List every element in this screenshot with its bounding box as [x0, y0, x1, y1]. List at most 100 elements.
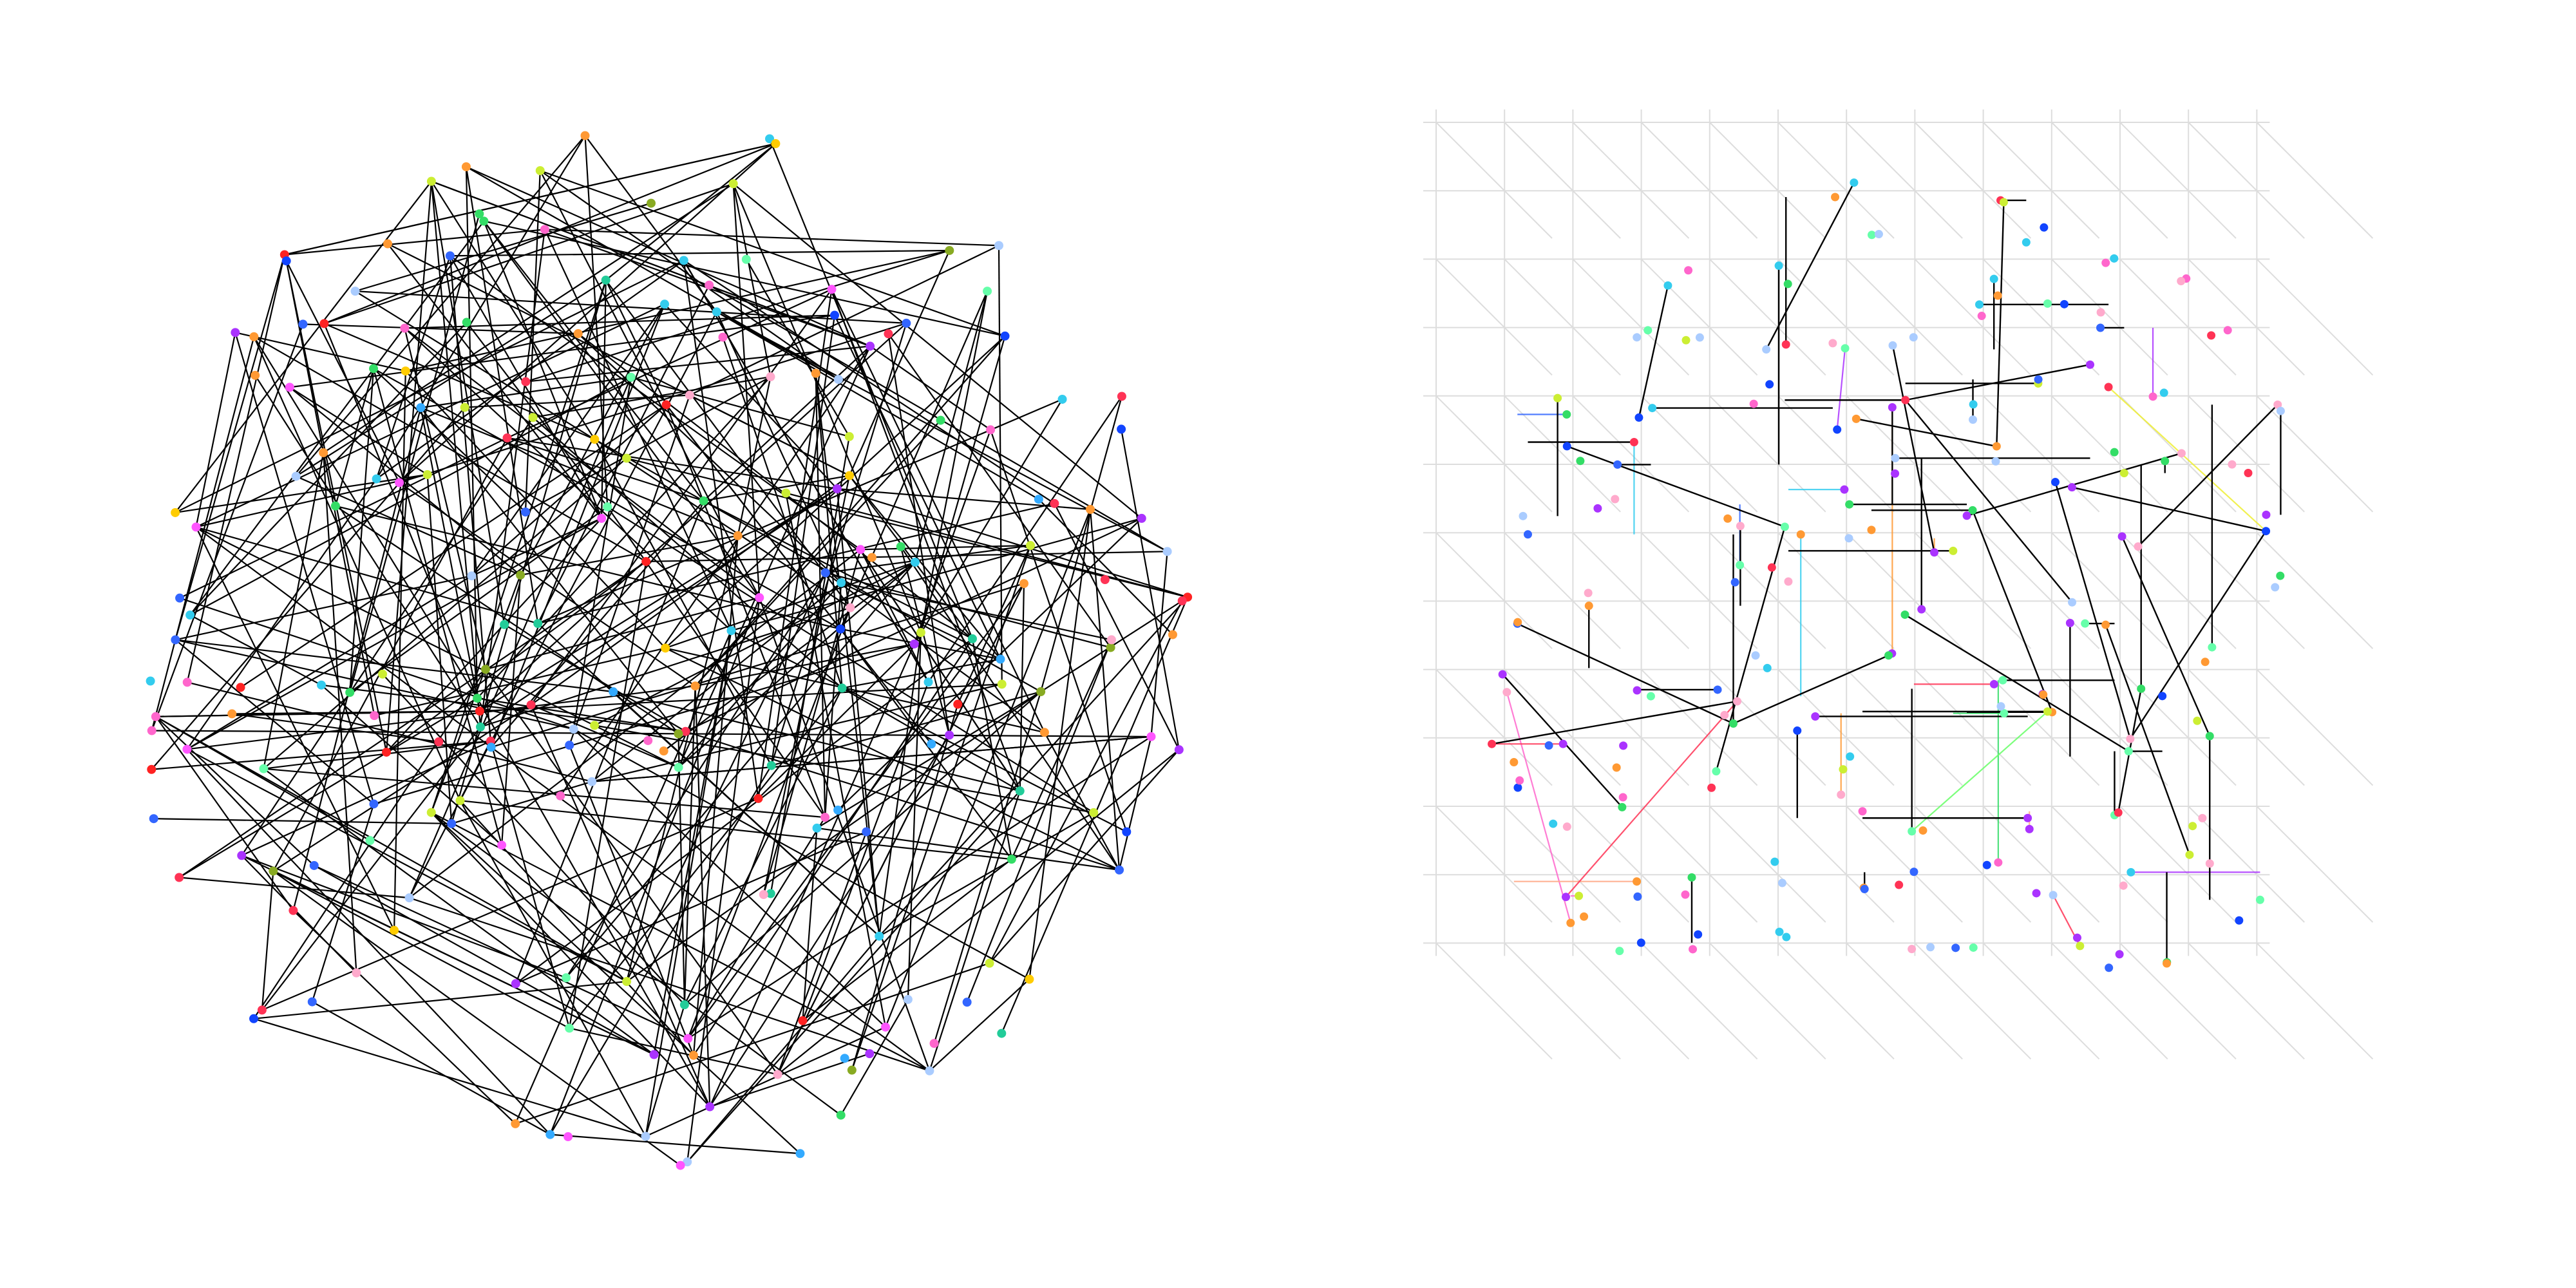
graph-node: [231, 328, 240, 337]
graph-edge: [355, 290, 907, 325]
graph-node: [685, 390, 694, 400]
lattice-depth-line: [1846, 942, 1963, 1060]
graph-edge: [430, 180, 596, 440]
graph-edge: [405, 249, 950, 372]
lattice-depth-line: [1777, 258, 1895, 376]
graph-node: [1783, 279, 1792, 289]
graph-node: [1584, 601, 1593, 611]
graph-node: [2228, 460, 2237, 469]
graph-node: [1633, 877, 1642, 886]
graph-node: [237, 851, 247, 860]
graph-edge: [500, 574, 522, 846]
graph-edge: [296, 279, 607, 477]
graph-node: [659, 746, 668, 756]
colored-graph-edge: [1565, 701, 1738, 898]
graph-node: [182, 744, 192, 754]
graph-edge: [677, 346, 871, 768]
graph-edge: [884, 509, 1092, 1028]
graph-node: [2081, 619, 2090, 628]
graph-node: [175, 873, 184, 882]
graph-edge: [235, 332, 406, 372]
graph-node: [580, 131, 590, 140]
graph-edge: [186, 748, 627, 983]
graph-node: [2096, 323, 2105, 332]
graph-node: [621, 453, 631, 463]
graph-edge: [292, 407, 422, 911]
graph-edge: [263, 452, 325, 769]
graph-edge: [665, 647, 1045, 734]
graph-edge: [537, 285, 710, 624]
graph-node: [2271, 583, 2280, 592]
graph-node: [1775, 927, 1784, 936]
graph-node: [2032, 889, 2041, 898]
lattice-depth-line: [1709, 258, 1826, 376]
graph-node: [1050, 498, 1059, 508]
graph-edge: [1856, 418, 1997, 448]
graph-edge: [913, 399, 1063, 645]
graph-edge: [520, 535, 738, 576]
graph-edge: [900, 546, 1120, 871]
graph-node: [473, 694, 482, 703]
graph-edge: [187, 685, 696, 750]
lattice-depth-line: [1777, 395, 1895, 513]
graph-node: [2067, 483, 2076, 492]
graph-edge: [2129, 531, 2267, 739]
graph-edge: [372, 368, 503, 846]
graph-edge: [1638, 285, 1669, 418]
graph-node: [1867, 526, 1876, 535]
graph-edge: [1038, 498, 1173, 636]
graph-edge: [848, 250, 951, 476]
graph-edge: [234, 332, 375, 804]
lattice-depth-line: [2051, 942, 2168, 1060]
lattice-depth-line: [1572, 806, 1690, 923]
graph-node: [236, 683, 245, 692]
graph-node: [369, 364, 379, 374]
graph-edge: [851, 545, 1032, 1071]
graph-node: [781, 488, 791, 498]
graph-edge: [241, 740, 491, 857]
graph-node: [1949, 546, 1958, 555]
graph-node: [1174, 745, 1184, 755]
graph-edge: [420, 406, 739, 536]
lattice-depth-line: [2051, 395, 2168, 513]
graph-edge: [303, 323, 578, 335]
graph-edge: [591, 582, 842, 782]
lattice-depth-line: [1435, 942, 1553, 1060]
graph-node: [2119, 469, 2128, 478]
graph-node: [1723, 514, 1732, 523]
graph-edge: [382, 673, 685, 1005]
graph-node: [545, 1130, 555, 1139]
graph-edge: [314, 864, 655, 1056]
graph-node: [1982, 860, 1991, 869]
graph-edge: [314, 864, 688, 1039]
graph-edge: [1010, 639, 1112, 860]
graph-node: [462, 317, 471, 327]
graph-edge: [837, 488, 1188, 598]
graph-node: [690, 681, 700, 691]
graph-node: [1618, 802, 1627, 811]
graph-node: [2040, 223, 2049, 232]
graph-edge: [253, 336, 647, 562]
lattice-depth-line: [1504, 806, 1621, 923]
graph-edge: [2105, 624, 2191, 855]
graph-edge: [484, 220, 1005, 337]
graph-edge: [731, 517, 1142, 632]
graph-edge: [526, 249, 950, 383]
graph-node: [683, 1034, 693, 1043]
graph-edge: [515, 831, 867, 985]
lattice-depth-line: [1914, 668, 2032, 786]
graph-edge: [431, 811, 842, 1116]
graph-edge: [1054, 503, 1180, 750]
graph-edge: [1891, 345, 1935, 553]
lattice-depth-line: [2188, 258, 2305, 376]
graph-edge: [404, 370, 667, 649]
graph-edge: [349, 506, 608, 694]
lattice-depth-line: [2119, 532, 2237, 649]
graph-edge: [860, 549, 929, 683]
graph-edge: [186, 254, 285, 683]
graph-edge: [770, 315, 836, 766]
graph-node: [2273, 400, 2282, 409]
graph-edge: [175, 639, 375, 805]
graph-edge: [687, 607, 851, 1039]
graph-node: [461, 162, 471, 171]
